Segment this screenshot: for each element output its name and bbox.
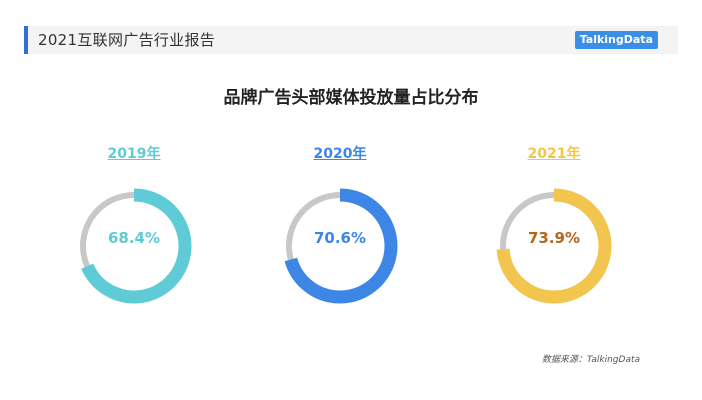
brand-logo: TalkingData [574, 31, 658, 49]
percent-label: 73.9% [527, 229, 581, 247]
donut-chart-2020: 2020年 70.6% [265, 145, 415, 315]
donut-value-arc [496, 188, 612, 304]
year-label: 2020年 [313, 146, 367, 162]
donut-ring [496, 188, 612, 304]
donut-value-arc [282, 188, 398, 304]
donut-chart-2021: 2021年 73.9% [479, 145, 629, 315]
donut-ring [76, 188, 192, 304]
header-accent-bar [24, 26, 28, 54]
donut-chart-2019: 2019年 68.4% [59, 145, 209, 315]
report-title: 2021互联网广告行业报告 [38, 31, 216, 49]
percent-label: 70.6% [313, 229, 367, 247]
report-header: 2021互联网广告行业报告 TalkingData [24, 26, 678, 54]
chart-title: 品牌广告头部媒体投放量占比分布 [223, 88, 479, 108]
year-label: 2019年 [107, 146, 161, 162]
year-label: 2021年 [527, 146, 581, 162]
percent-label: 68.4% [107, 229, 161, 247]
donut-ring [282, 188, 398, 304]
donut-value-arc [76, 188, 192, 304]
data-source-note: 数据来源：TalkingData [541, 355, 640, 365]
